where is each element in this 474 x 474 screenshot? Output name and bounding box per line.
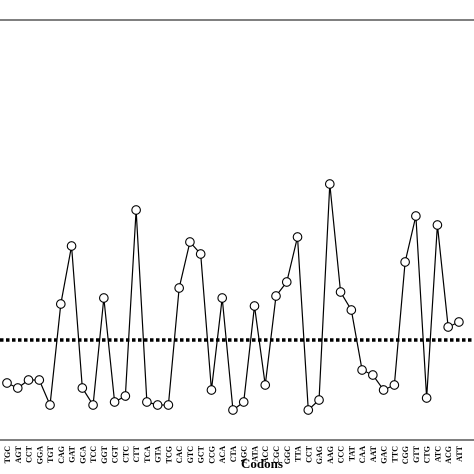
data-point	[346, 305, 357, 315]
x-tick-label: TCC	[89, 446, 98, 463]
data-point	[131, 205, 141, 215]
x-tick-label: GTT	[412, 445, 421, 463]
data-point	[77, 383, 88, 393]
data-point	[443, 322, 454, 332]
data-point	[55, 299, 66, 309]
x-axis-title: Codons	[241, 456, 283, 471]
data-point	[120, 391, 131, 401]
data-point	[303, 405, 314, 415]
x-tick-label: TCG	[164, 446, 173, 463]
x-tick-label: ACA	[218, 446, 227, 464]
data-point	[238, 397, 249, 407]
x-tick-label: ATC	[433, 446, 442, 463]
data-point	[324, 179, 335, 189]
x-tick-label: ACC	[261, 446, 270, 464]
x-tick-label: TGT	[46, 445, 55, 463]
x-tick-label: GGA	[35, 446, 44, 464]
data-point	[152, 400, 163, 410]
x-tick-label: GAG	[315, 446, 324, 464]
x-tick-label: CTG	[423, 446, 432, 463]
x-tick-label: AAG	[326, 446, 335, 464]
data-point	[142, 397, 152, 407]
data-point	[454, 317, 464, 327]
data-point	[34, 375, 45, 385]
x-tick-label: AGT	[14, 445, 23, 463]
x-tick-label: CAG	[57, 446, 66, 464]
data-point	[260, 380, 271, 390]
x-tick-label: TGC	[3, 446, 12, 464]
data-point	[378, 385, 389, 395]
x-tick-label: CGG	[401, 446, 410, 464]
data-point	[185, 237, 195, 247]
data-point	[432, 220, 443, 230]
x-tick-label: AGC	[240, 446, 249, 464]
x-tick-label: CTT	[132, 445, 141, 462]
x-tick-label: TTA	[294, 446, 303, 462]
data-point	[66, 241, 77, 251]
x-tick-label: GTC	[186, 446, 195, 464]
x-tick-label: TTC	[390, 446, 399, 463]
x-tick-label: CGT	[111, 445, 120, 463]
x-tick-label: GCA	[78, 446, 87, 464]
x-tick-label: CTA	[229, 446, 238, 463]
x-tick-label: CCT	[304, 445, 313, 463]
data-point	[389, 380, 400, 390]
data-point	[335, 287, 346, 297]
x-tick-label: CCC	[337, 446, 346, 464]
data-point	[88, 400, 98, 410]
data-point	[109, 397, 120, 407]
x-tick-label: ACG	[444, 446, 453, 464]
x-tick-label: GGT	[100, 445, 109, 463]
data-point	[195, 249, 206, 259]
data-point	[411, 211, 421, 221]
data-point	[174, 283, 185, 293]
data-point	[314, 395, 324, 405]
series-line	[6, 183, 460, 412]
x-tick-label: TAT	[347, 445, 356, 461]
data-point	[249, 301, 260, 311]
x-tick-label: AAT	[369, 445, 378, 462]
x-tick-label: ATA	[250, 446, 259, 462]
data-point	[281, 277, 292, 287]
x-tick-label: ATT	[455, 445, 464, 462]
x-tick-label: TCA	[143, 446, 152, 463]
x-tick-label: CCG	[207, 446, 216, 464]
data-point	[228, 405, 238, 415]
x-tick-label: GAC	[380, 446, 389, 464]
data-point	[367, 370, 378, 380]
data-point	[421, 393, 432, 403]
data-point	[23, 375, 34, 385]
x-tick-label: GCT	[197, 445, 206, 463]
data-point	[206, 385, 217, 395]
x-tick-label: GGC	[283, 446, 292, 464]
data-point	[271, 291, 281, 301]
x-tick-label: GTA	[154, 446, 163, 463]
data-point	[163, 400, 174, 410]
data-point	[292, 232, 303, 242]
data-point	[45, 400, 55, 410]
x-tick-label: CAA	[358, 446, 367, 464]
data-point	[217, 293, 228, 303]
data-point	[12, 383, 23, 393]
data-point	[98, 293, 109, 303]
x-tick-label: GAT	[68, 445, 77, 462]
data-point	[2, 378, 12, 388]
x-tick-label: CAC	[175, 446, 184, 464]
data-point	[400, 257, 410, 267]
data-point	[357, 365, 367, 375]
x-tick-label: CGC	[272, 446, 281, 464]
x-tick-label: CTC	[121, 446, 130, 463]
x-tick-label: CCT	[25, 445, 34, 463]
